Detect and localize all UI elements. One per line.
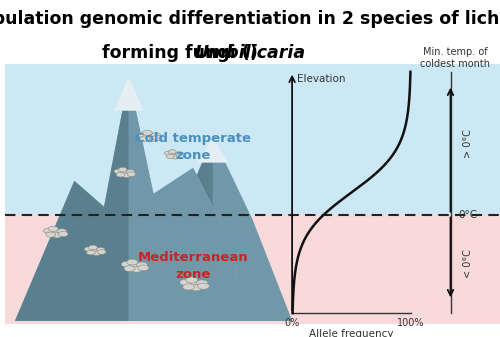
Circle shape (187, 281, 199, 288)
Polygon shape (15, 77, 242, 321)
Polygon shape (119, 137, 292, 321)
Polygon shape (119, 137, 213, 321)
Polygon shape (15, 77, 129, 321)
Circle shape (151, 133, 161, 138)
Text: forming fungi (: forming fungi ( (102, 44, 250, 62)
Circle shape (44, 228, 54, 233)
Circle shape (138, 265, 149, 271)
Circle shape (120, 171, 128, 175)
Polygon shape (114, 77, 144, 111)
Circle shape (176, 152, 183, 156)
Circle shape (50, 230, 59, 235)
Circle shape (98, 250, 106, 254)
Circle shape (84, 247, 93, 251)
Circle shape (136, 262, 147, 268)
Text: Elevation: Elevation (297, 74, 346, 84)
Circle shape (127, 172, 136, 177)
Circle shape (146, 137, 156, 142)
Text: Mediterranean
zone: Mediterranean zone (138, 251, 248, 281)
Text: Min. temp. of
coldest month: Min. temp. of coldest month (420, 47, 490, 69)
Circle shape (90, 249, 98, 253)
Text: Population genomic differentiation in 2 species of lichen-: Population genomic differentiation in 2 … (0, 10, 500, 28)
Circle shape (170, 153, 177, 157)
Circle shape (121, 262, 132, 267)
Circle shape (142, 130, 152, 135)
Polygon shape (129, 77, 242, 321)
Circle shape (182, 284, 194, 290)
Polygon shape (198, 137, 228, 163)
Circle shape (144, 134, 154, 139)
Circle shape (52, 233, 62, 238)
Circle shape (198, 283, 209, 289)
Text: Cold temperate
zone: Cold temperate zone (135, 132, 251, 162)
Circle shape (86, 250, 95, 255)
Circle shape (126, 170, 134, 174)
Polygon shape (213, 137, 292, 321)
Text: Umbilicaria: Umbilicaria (194, 44, 306, 62)
Circle shape (92, 251, 100, 255)
Circle shape (88, 245, 98, 250)
Circle shape (128, 264, 139, 269)
Circle shape (140, 136, 150, 141)
Text: ): ) (250, 44, 258, 62)
Circle shape (180, 279, 192, 285)
Bar (5, 64, 500, 215)
Circle shape (127, 259, 138, 265)
Text: 100%: 100% (397, 318, 424, 328)
Circle shape (58, 232, 68, 237)
Circle shape (96, 247, 105, 252)
Circle shape (114, 169, 122, 174)
Circle shape (122, 173, 130, 178)
Circle shape (48, 226, 58, 232)
Circle shape (118, 167, 127, 172)
Text: 0%: 0% (284, 318, 300, 328)
Bar (5, 215, 500, 324)
Circle shape (196, 280, 208, 286)
Text: Allele frequency: Allele frequency (309, 329, 394, 337)
Circle shape (116, 173, 125, 177)
Circle shape (131, 267, 142, 272)
Text: > 0°C: > 0°C (463, 129, 473, 158)
Circle shape (186, 277, 198, 283)
Circle shape (172, 155, 179, 159)
Circle shape (176, 154, 184, 158)
Circle shape (152, 135, 162, 141)
Circle shape (164, 151, 172, 155)
Circle shape (168, 150, 176, 154)
Circle shape (166, 154, 174, 158)
Text: 0°C: 0°C (458, 210, 477, 219)
Circle shape (124, 266, 135, 272)
Circle shape (190, 284, 202, 291)
Circle shape (57, 229, 67, 234)
Circle shape (138, 132, 147, 137)
Circle shape (46, 232, 56, 237)
Text: < 0°C: < 0°C (463, 249, 473, 278)
